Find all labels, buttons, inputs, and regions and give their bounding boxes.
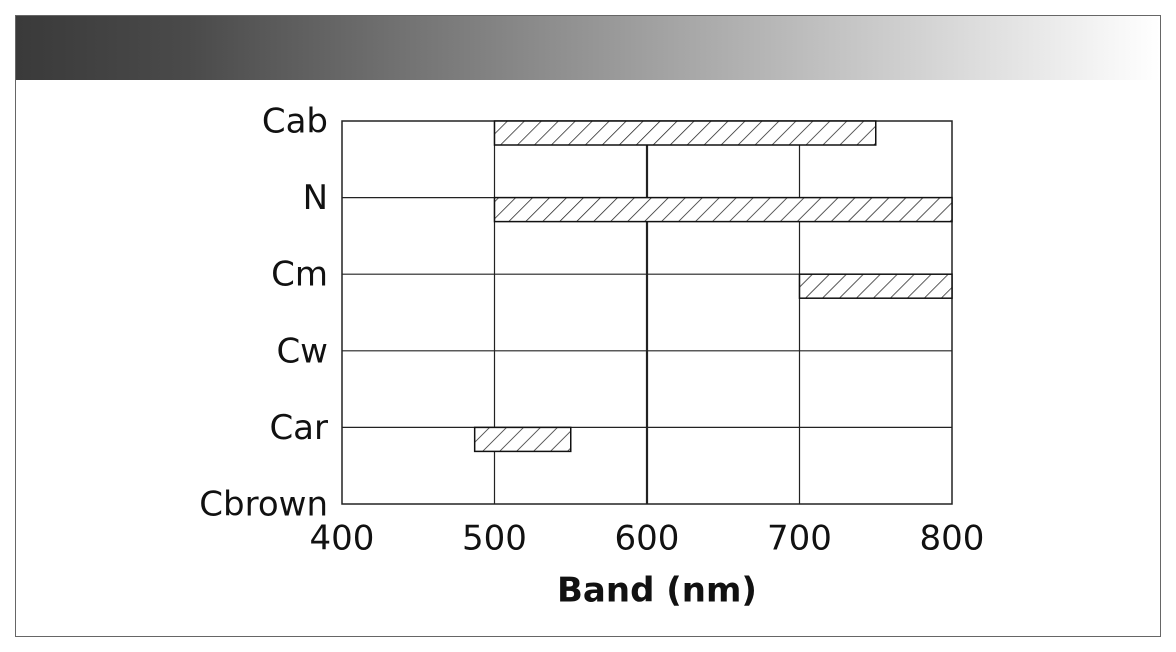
bar <box>798 273 953 299</box>
x-tick-label: 600 <box>615 519 680 559</box>
x-tick-label: 800 <box>920 519 985 559</box>
y-tick-label: N <box>303 178 328 218</box>
frame <box>15 15 1161 637</box>
y-tick-label: Cw <box>276 331 328 371</box>
bar <box>493 196 953 223</box>
y-tick-label: Cab <box>262 102 328 142</box>
bar <box>473 426 572 453</box>
x-tick-label: 700 <box>767 519 832 559</box>
y-tick-label: Car <box>269 408 328 448</box>
x-axis-label: Band (nm) <box>557 571 757 611</box>
x-tick-label: 500 <box>462 519 527 559</box>
y-tick-label: Cm <box>271 255 328 295</box>
bar <box>493 120 877 146</box>
x-tick-label: 400 <box>310 519 375 559</box>
y-tick-label: Cbrown <box>199 485 328 525</box>
header-band <box>16 16 1160 80</box>
